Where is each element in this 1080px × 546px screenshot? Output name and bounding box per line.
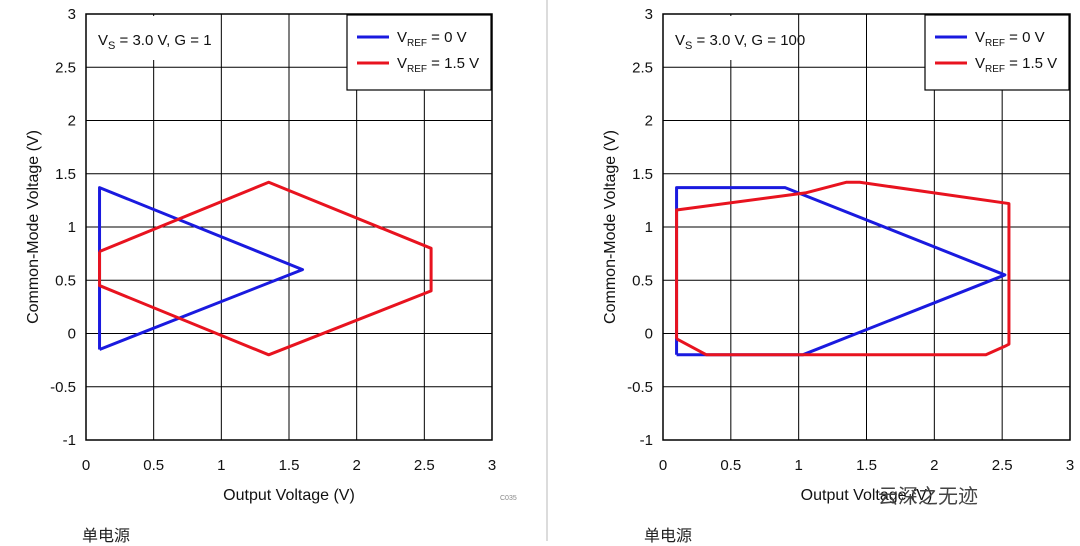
figure-code: C035 (500, 495, 517, 502)
legend: VREF = 0 V VREF = 1.5 V (346, 14, 492, 91)
y-tick-label: 0 (68, 326, 76, 343)
x-tick-label: 3 (1066, 457, 1074, 474)
x-tick-label: 2 (352, 457, 360, 474)
y-tick-label: -0.5 (627, 379, 653, 396)
y-tick-label: 0.5 (632, 272, 653, 289)
y-tick-label: 2.5 (632, 59, 653, 76)
annotation-text: VS = 3.0 V, G = 100 (675, 32, 805, 52)
series-line-vref-1-5v (675, 180, 1011, 357)
y-tick-label: 0.5 (55, 272, 76, 289)
annotation-box (88, 16, 216, 60)
y-tick-label: 1 (645, 219, 653, 236)
y-tick-label: 0 (645, 326, 653, 343)
y-tick-label: 3 (68, 6, 76, 23)
y-tick-label: -0.5 (50, 379, 76, 396)
y-tick-label: 1 (68, 219, 76, 236)
x-axis-label: Output Voltage (V) (223, 487, 355, 504)
x-tick-label: 0.5 (143, 457, 164, 474)
x-tick-label: 2.5 (414, 457, 435, 474)
x-axis-label: Output Voltage (V) (801, 487, 933, 504)
x-tick-label: 1 (794, 457, 802, 474)
x-tick-label: 0 (659, 457, 667, 474)
legend-box (924, 14, 1070, 91)
annotation-text: VS = 3.0 V, G = 1 (98, 32, 212, 52)
caption-left: 单电源 (82, 526, 131, 545)
plot-frame (662, 13, 1071, 441)
chart-1: 0 0.5 1 1.5 2 2.5 3 3 2.5 2 1.5 1 0.5 0 -0.5 -1 Output V… (25, 6, 517, 504)
series-line-vref-1-5v (98, 180, 433, 357)
x-tick-label: 1.5 (279, 457, 300, 474)
legend-label: VREF = 1.5 V (975, 55, 1057, 75)
y-tick-label: 3 (645, 6, 653, 23)
y-tick-label: 2 (645, 113, 653, 130)
x-tick-label: 3 (488, 457, 496, 474)
legend: VREF = 0 V VREF = 1.5 V (924, 14, 1070, 91)
x-tick-label: 0 (82, 457, 90, 474)
caption-right: 单电源 (644, 526, 693, 545)
legend-label: VREF = 1.5 V (397, 55, 479, 75)
y-tick-label: 2.5 (55, 59, 76, 76)
y-tick-label: -1 (63, 432, 76, 449)
annotation-box (665, 16, 793, 60)
x-tick-label: 2.5 (992, 457, 1013, 474)
y-tick-label: -1 (640, 432, 653, 449)
y-tick-label: 1.5 (632, 166, 653, 183)
watermark: 云深之无迹 (878, 484, 978, 508)
plot-frame (85, 13, 493, 441)
x-tick-label: 1.5 (856, 457, 877, 474)
y-tick-label: 1.5 (55, 166, 76, 183)
legend-label: VREF = 0 V (975, 29, 1045, 49)
y-tick-label: 2 (68, 113, 76, 130)
legend-label: VREF = 0 V (397, 29, 467, 49)
y-axis-label: Common-Mode Voltage (V) (602, 130, 619, 324)
panel-divider (546, 0, 548, 541)
x-tick-label: 2 (930, 457, 938, 474)
chart-2: 0 0.5 1 1.5 2 2.5 3 3 2.5 2 1.5 1 0.5 0 -0.5 -1 Output V… (602, 6, 1074, 504)
y-axis-label: Common-Mode Voltage (V) (25, 130, 42, 324)
x-tick-label: 0.5 (720, 457, 741, 474)
series-line-vref-0v (98, 186, 305, 351)
legend-box (346, 14, 492, 91)
x-tick-label: 1 (217, 457, 225, 474)
series-line-vref-0v (675, 186, 1007, 357)
